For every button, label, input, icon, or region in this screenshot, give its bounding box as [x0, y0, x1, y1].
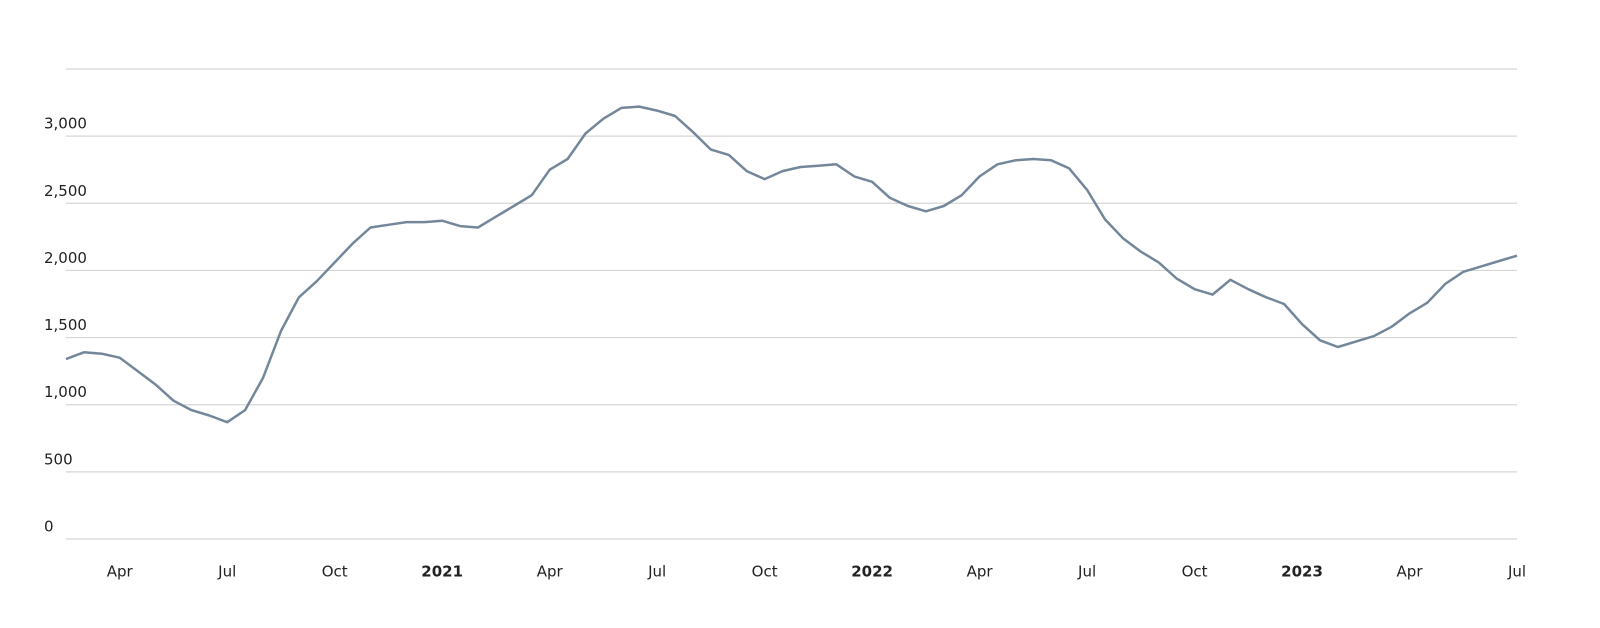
x-tick-label: Apr: [107, 563, 134, 581]
x-tick-label: 2021: [421, 563, 463, 581]
x-tick-label: Jul: [647, 563, 666, 581]
x-tick-label: Apr: [967, 563, 994, 581]
x-tick-label: Apr: [537, 563, 564, 581]
x-tick-label: Oct: [1182, 563, 1208, 581]
y-tick-label: 3,000: [44, 115, 87, 133]
y-tick-label: 0: [44, 518, 54, 536]
y-tick-label: 500: [44, 450, 73, 468]
x-tick-label: Oct: [322, 563, 348, 581]
y-tick-label: 1,500: [44, 316, 87, 334]
x-tick-label: 2023: [1281, 563, 1323, 581]
x-tick-label: Oct: [752, 563, 778, 581]
y-tick-label: 2,500: [44, 182, 87, 200]
x-tick-label: Jul: [1077, 563, 1096, 581]
x-tick-label: 2022: [851, 563, 893, 581]
data-line: [65, 105, 1518, 424]
x-tick-label: Jul: [1507, 563, 1526, 581]
y-tick-label: 1,000: [44, 383, 87, 401]
y-tick-label: 2,000: [44, 249, 87, 267]
x-tick-label: Jul: [217, 563, 236, 581]
x-tick-label: Apr: [1397, 563, 1424, 581]
